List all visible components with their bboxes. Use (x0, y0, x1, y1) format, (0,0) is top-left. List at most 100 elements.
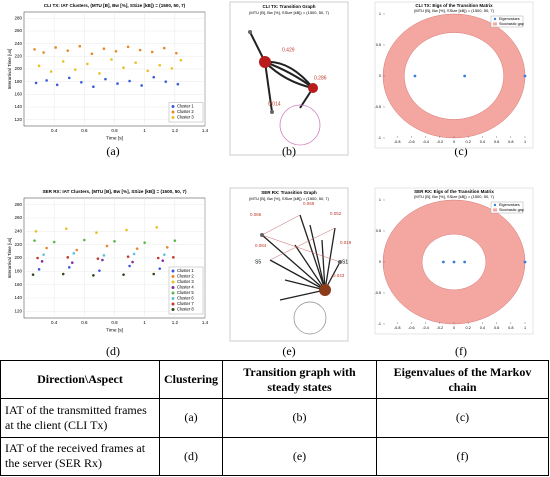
eigenvalue (463, 74, 467, 78)
data-point (170, 67, 174, 70)
legend-label: Cluster 8 (177, 307, 194, 312)
cell: (b) (222, 398, 377, 438)
x-tick-label: 0.8 (111, 320, 118, 325)
legend-label: Cluster 5 (177, 290, 194, 295)
data-point (33, 239, 36, 242)
x-tick-label: 0.4 (480, 140, 485, 144)
data-point (95, 231, 98, 234)
x-tick-label: 1 (524, 140, 526, 144)
data-point (45, 246, 48, 250)
eigenvalue (523, 260, 527, 264)
data-point (102, 47, 106, 51)
header-cell: Eigenvalues of the Markov chain (376, 359, 549, 400)
x-tick-label: 0.2 (466, 326, 471, 330)
data-point (134, 61, 137, 64)
data-point (126, 45, 130, 49)
x-tick-label: 0.2 (466, 140, 471, 144)
data-point (146, 69, 149, 73)
y-tick-label: 280 (14, 16, 22, 21)
y-tick-label: -0.5 (374, 291, 381, 295)
data-point (132, 252, 136, 256)
legend-marker (171, 291, 175, 295)
legend (490, 201, 524, 214)
data-point (86, 62, 89, 66)
data-point (80, 81, 83, 84)
cell: (d) (159, 436, 223, 477)
data-point (165, 246, 169, 249)
data-point (162, 253, 166, 256)
caption: (f) (455, 344, 467, 358)
legend-label: Eigenvalues (499, 17, 520, 21)
chart-title: CLI TX: IAT Clusters, (MTU [B], Bw [%], … (44, 3, 186, 8)
y-tick-label: 180 (14, 269, 22, 274)
x-tick-label: -0.8 (394, 326, 401, 330)
data-point (54, 46, 57, 49)
data-point (33, 48, 36, 51)
eigenvalue (452, 260, 456, 264)
y-tick-label: -1 (378, 136, 381, 140)
data-point (156, 256, 160, 260)
data-point (125, 228, 128, 232)
x-tick-label: -0.2 (437, 326, 444, 330)
legend-marker (171, 110, 175, 114)
header-cell: Clustering (159, 359, 223, 400)
node (248, 30, 252, 34)
node (308, 83, 318, 93)
table-header: Direction\Aspect Clustering Transition g… (0, 359, 549, 400)
data-point (42, 51, 45, 54)
data-point (72, 252, 76, 255)
x-tick-label: 1.2 (172, 320, 179, 325)
data-point (138, 48, 142, 52)
data-point (110, 58, 113, 61)
node (260, 233, 264, 237)
data-point (36, 256, 39, 260)
legend-label: Stochastic gap (499, 22, 524, 26)
x-axis-label: Time [s] (106, 327, 123, 333)
figure: CLI TX: Transition Graph (MTU [B], Bw [%… (7, 1, 534, 358)
x-tick-label: 0.4 (480, 326, 485, 330)
table-row: IAT of the received frames at the server… (0, 436, 549, 477)
y-tick-label: 0 (379, 260, 381, 264)
summary-table: Direction\Aspect Clustering Transition g… (0, 359, 549, 477)
edge-label: 0.084 (255, 243, 267, 248)
edge-label: 0.052 (330, 211, 342, 216)
data-point (152, 75, 156, 79)
cell: (a) (159, 398, 223, 438)
y-tick-label: 200 (14, 255, 22, 260)
x-tick-label: 1 (143, 320, 146, 325)
legend-label: Cluster 3 (177, 279, 194, 284)
data-point (128, 264, 131, 268)
chart-subtitle: (MTU [B], Bw [%], SSize [kB]) = (1500, 5… (414, 8, 495, 13)
data-point (37, 268, 41, 271)
frame (229, 1, 349, 156)
data-point (98, 269, 101, 272)
eigenvalue (523, 74, 527, 78)
data-point (158, 267, 162, 270)
legend-marker (493, 203, 497, 207)
data-point (173, 239, 177, 242)
y-tick-label: -0.5 (374, 105, 381, 109)
data-point (34, 230, 38, 233)
y-tick-label: -1 (378, 322, 381, 326)
legend-label: Cluster 1 (177, 104, 194, 109)
y-tick-label: 120 (14, 309, 22, 314)
node-label: S1 (342, 259, 348, 265)
data-point (78, 44, 82, 48)
y-tick-label: 140 (14, 295, 22, 300)
cell: (e) (222, 436, 377, 477)
graph-title: CLI TX: Transition Graph (262, 4, 315, 9)
y-axis-label: Interarrival Time [us] (7, 238, 12, 279)
y-tick-label: 260 (14, 215, 22, 220)
x-tick-label: -0.8 (394, 140, 401, 144)
y-tick-label: 0.5 (376, 43, 381, 47)
edge-label: 0.069 (303, 201, 315, 206)
data-point (73, 68, 77, 71)
node (270, 110, 274, 114)
x-tick-label: 1.4 (202, 320, 209, 325)
chart-title: SER RX: Eigs of the Transition Matrix (414, 189, 494, 194)
y-tick-label: 200 (14, 66, 22, 71)
data-point (66, 256, 70, 259)
data-point (126, 255, 130, 258)
y-tick-label: 280 (14, 202, 22, 207)
